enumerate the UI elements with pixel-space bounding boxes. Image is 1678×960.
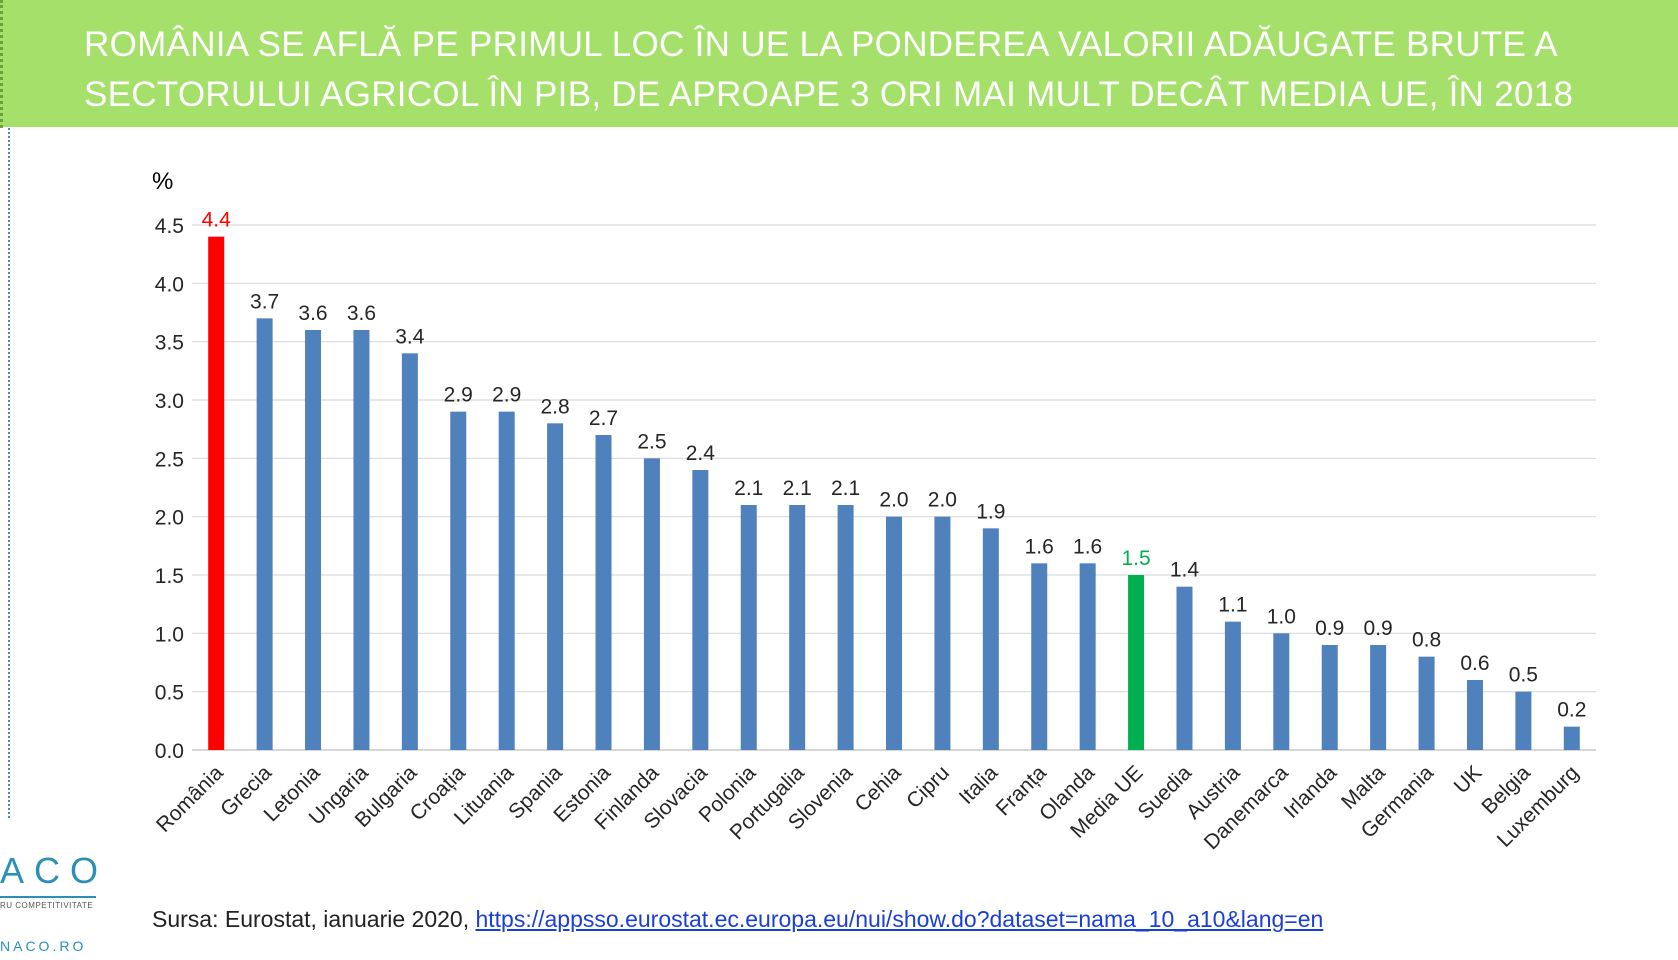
value-label: 4.4 bbox=[202, 209, 232, 232]
value-label: 0.6 bbox=[1460, 652, 1489, 675]
y-tick-label: 0.5 bbox=[155, 682, 184, 705]
bar bbox=[1128, 575, 1145, 750]
y-tick-label: 1.5 bbox=[155, 565, 184, 588]
bar bbox=[208, 236, 225, 751]
value-label: 0.9 bbox=[1315, 617, 1344, 640]
value-label: 0.8 bbox=[1412, 629, 1441, 652]
source-note: Sursa: Eurostat, ianuarie 2020, https://… bbox=[152, 906, 1323, 933]
value-label: 2.0 bbox=[928, 489, 957, 512]
bar bbox=[498, 411, 515, 750]
value-label: 2.8 bbox=[541, 395, 570, 418]
bar bbox=[1176, 586, 1193, 750]
bar bbox=[982, 528, 999, 750]
y-tick-label: 4.0 bbox=[155, 273, 184, 296]
value-label: 2.1 bbox=[734, 477, 763, 500]
bars bbox=[208, 236, 1580, 751]
bar-chart: 0.0 0.5 1.0 1.5 2.0 2.5 3.0 3.5 4.0 4.5% 4.4 3.7 3.… bbox=[152, 168, 1596, 854]
logo-website: NACO.RO bbox=[0, 938, 87, 954]
bar bbox=[643, 458, 660, 750]
value-label: 2.5 bbox=[637, 430, 666, 453]
value-label: 2.1 bbox=[783, 477, 812, 500]
value-label: 1.6 bbox=[1025, 535, 1054, 558]
value-label: 1.0 bbox=[1267, 605, 1296, 628]
value-label: 3.4 bbox=[395, 325, 425, 348]
y-axis-unit-label: % bbox=[152, 168, 173, 195]
y-tick-label: 3.5 bbox=[155, 332, 184, 355]
x-tick-label: Cehia bbox=[850, 761, 905, 816]
value-label: 2.4 bbox=[686, 442, 716, 465]
x-tick-label: Irlanda bbox=[1280, 761, 1342, 823]
decorative-dotted-line bbox=[8, 128, 10, 818]
y-axis: 0.0 0.5 1.0 1.5 2.0 2.5 3.0 3.5 4.0 4.5% bbox=[152, 168, 184, 763]
decorative-dotted-line-top bbox=[0, 0, 3, 128]
bar bbox=[1321, 645, 1338, 750]
value-label: 1.9 bbox=[976, 500, 1005, 523]
value-label: 0.5 bbox=[1509, 664, 1538, 687]
y-tick-label: 2.0 bbox=[155, 507, 184, 530]
source-prefix: Sursa: Eurostat, ianuarie 2020, bbox=[152, 906, 476, 932]
bar bbox=[1079, 563, 1096, 750]
logo-underline bbox=[0, 896, 96, 898]
bar bbox=[1563, 726, 1580, 750]
y-tick-label: 4.5 bbox=[155, 215, 184, 238]
value-label: 1.6 bbox=[1073, 535, 1102, 558]
bar bbox=[692, 470, 709, 750]
bar bbox=[1418, 656, 1435, 750]
source-link[interactable]: https://appsso.eurostat.ec.europa.eu/nui… bbox=[475, 906, 1324, 932]
x-tick-label: România bbox=[152, 761, 228, 837]
chart-title-line-2: SECTORULUI AGRICOL ÎN PIB, DE APROAPE 3 … bbox=[84, 75, 1574, 114]
value-label: 2.7 bbox=[589, 407, 618, 430]
value-label: 1.5 bbox=[1121, 547, 1150, 570]
value-label: 0.2 bbox=[1557, 699, 1586, 722]
bar bbox=[1224, 621, 1241, 750]
gridlines bbox=[192, 224, 1596, 751]
bar bbox=[934, 516, 951, 750]
bar bbox=[1273, 633, 1290, 750]
x-axis-labels: RomâniaGreciaLetoniaUngariaBulgariaCroaț… bbox=[152, 761, 1583, 854]
chart-title-line-1: ROMÂNIA SE AFLĂ PE PRIMUL LOC ÎN UE LA P… bbox=[84, 25, 1558, 64]
bar bbox=[1031, 563, 1048, 750]
bar bbox=[256, 318, 273, 750]
bar bbox=[1515, 691, 1532, 750]
bar bbox=[305, 330, 322, 750]
bar bbox=[1466, 680, 1483, 750]
bar bbox=[450, 411, 467, 750]
value-label: 1.1 bbox=[1218, 594, 1247, 617]
value-label: 0.9 bbox=[1364, 617, 1393, 640]
value-label: 2.0 bbox=[879, 489, 908, 512]
bar bbox=[353, 330, 370, 750]
bar bbox=[1370, 645, 1387, 750]
value-label: 2.1 bbox=[831, 477, 860, 500]
x-tick-label: Suedia bbox=[1134, 761, 1197, 824]
bar bbox=[837, 505, 854, 750]
value-label: 3.6 bbox=[347, 302, 376, 325]
bar bbox=[401, 353, 418, 750]
bar bbox=[789, 505, 806, 750]
value-label: 2.9 bbox=[444, 384, 473, 407]
logo-tagline: RU COMPETITIVITATE bbox=[0, 901, 94, 910]
y-tick-label: 0.0 bbox=[155, 740, 184, 763]
y-tick-label: 2.5 bbox=[155, 448, 184, 471]
x-tick-label: Cipru bbox=[902, 761, 954, 813]
bar bbox=[595, 435, 612, 750]
logo-mark: ACO bbox=[0, 850, 109, 891]
value-label: 3.7 bbox=[250, 290, 279, 313]
bar bbox=[547, 423, 564, 750]
y-tick-label: 3.0 bbox=[155, 390, 184, 413]
title-banner: ROMÂNIA SE AFLĂ PE PRIMUL LOC ÎN UE LA P… bbox=[0, 0, 1678, 127]
value-label: 3.6 bbox=[298, 302, 327, 325]
bar bbox=[886, 516, 902, 750]
value-label: 2.9 bbox=[492, 384, 521, 407]
x-tick-label: UK bbox=[1450, 761, 1487, 798]
bar bbox=[740, 505, 757, 750]
y-tick-label: 1.0 bbox=[155, 623, 184, 646]
value-label: 1.4 bbox=[1170, 559, 1200, 582]
value-labels: 4.4 3.7 3.6 3.6 3.4 2.9 2.9 2.8 2.7 2.5 2.4 2.1 2.1 2… bbox=[202, 209, 1587, 722]
